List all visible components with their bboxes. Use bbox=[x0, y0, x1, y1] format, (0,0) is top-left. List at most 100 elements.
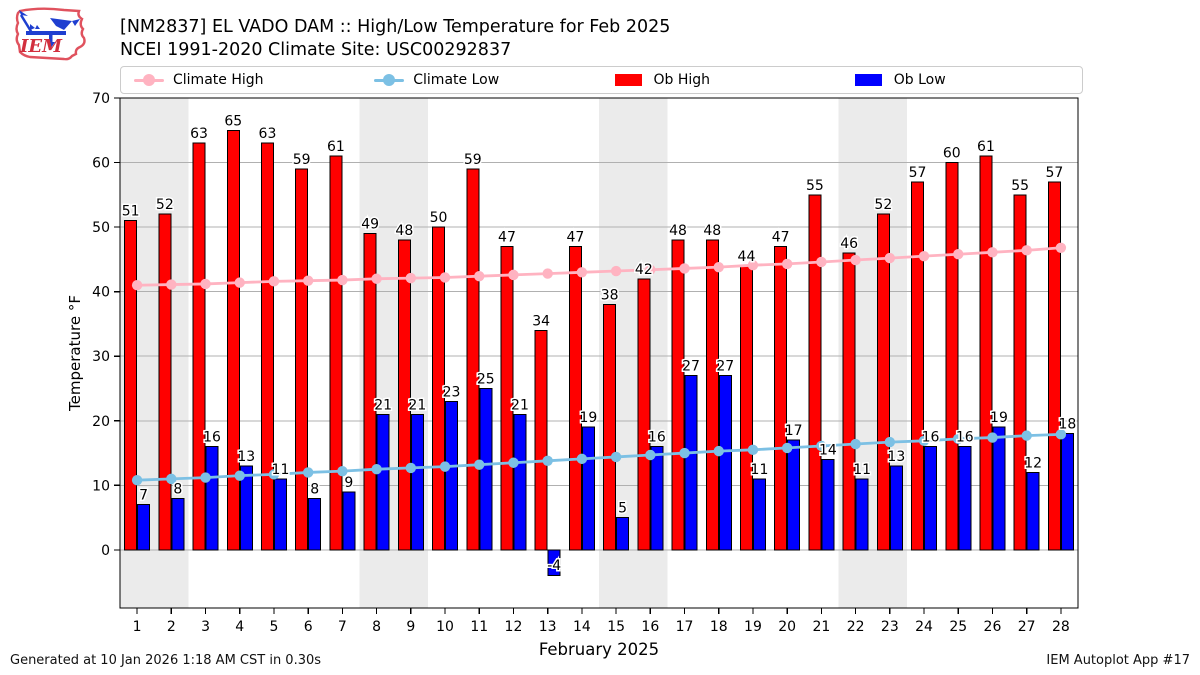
x-tick-label: 24 bbox=[915, 619, 933, 635]
ob-low-bar bbox=[410, 413, 424, 551]
climate-high-marker bbox=[474, 270, 485, 282]
ob-high-value-label: 51 bbox=[122, 204, 140, 220]
climate-high-marker bbox=[1021, 245, 1032, 256]
ob-low-value-label: 7 bbox=[139, 488, 148, 504]
climate-low-marker bbox=[850, 438, 861, 450]
y-tick-label: 30 bbox=[92, 349, 110, 365]
plot-frame bbox=[119, 97, 1079, 609]
ob-low-bar bbox=[342, 491, 356, 551]
legend-label: Ob High bbox=[653, 72, 711, 88]
climate-high-line-swatch-icon bbox=[134, 73, 164, 87]
ob-high-bar bbox=[637, 278, 651, 551]
ob-low-bar bbox=[889, 465, 903, 551]
climate-high-marker bbox=[302, 275, 314, 286]
ob-low-value-label: 19 bbox=[990, 410, 1008, 426]
ob-high-value-label: 48 bbox=[703, 223, 721, 239]
climate-high-marker bbox=[850, 254, 861, 266]
x-tick-label: 25 bbox=[949, 619, 967, 635]
ob-low-bar bbox=[205, 446, 219, 551]
climate-low-marker bbox=[302, 467, 314, 478]
ob-low-bar bbox=[239, 465, 253, 551]
ob-high-bar bbox=[876, 213, 890, 551]
legend-patch-icon bbox=[614, 74, 642, 86]
legend-label: Climate High bbox=[173, 72, 264, 88]
y-tick-label: 70 bbox=[92, 91, 110, 107]
ob-high-bar bbox=[808, 194, 822, 551]
climate-low-marker bbox=[268, 469, 280, 480]
climate-low-marker bbox=[337, 465, 348, 477]
climate-low-line bbox=[137, 432, 1061, 482]
y-axis-title: Temperature °F bbox=[66, 295, 84, 412]
ob-low-value-label: 8 bbox=[173, 481, 182, 497]
weather-vane-icon bbox=[19, 10, 80, 48]
legend-marker-icon bbox=[383, 74, 396, 86]
ob-low-bar bbox=[821, 459, 835, 551]
climate-low-marker bbox=[234, 470, 245, 481]
ob-high-value-label: 47 bbox=[566, 229, 584, 245]
ob-low-value-label: 11 bbox=[751, 462, 769, 478]
ob-high-value-label: 49 bbox=[361, 217, 379, 233]
ob-high-bar bbox=[911, 181, 925, 551]
ob-low-bar bbox=[137, 504, 151, 551]
y-tick-label: 60 bbox=[92, 156, 110, 172]
climate-high-marker bbox=[1055, 242, 1067, 253]
ob-high-bar bbox=[295, 168, 309, 551]
ob-low-bar bbox=[787, 439, 801, 551]
y-tick-label: 50 bbox=[92, 220, 110, 236]
ob-high-value-label: 61 bbox=[327, 139, 345, 155]
climate-high-marker bbox=[610, 265, 622, 277]
x-tick-label: 10 bbox=[436, 619, 454, 635]
ob-high-bar bbox=[568, 245, 582, 551]
x-tick-label: 19 bbox=[744, 619, 762, 635]
ob-low-value-label: 18 bbox=[1058, 417, 1076, 433]
climate-low-marker bbox=[508, 457, 519, 468]
ob-high-bar bbox=[534, 329, 548, 551]
climate-low-marker bbox=[474, 459, 485, 470]
climate-high-marker bbox=[166, 279, 177, 290]
ob-high-value-label: 47 bbox=[498, 229, 516, 245]
climate-high-marker bbox=[679, 263, 690, 274]
ob-high-value-label: 50 bbox=[430, 210, 448, 226]
climate-low-marker bbox=[1055, 429, 1067, 440]
climate-high-marker bbox=[542, 268, 553, 279]
climate-low-marker bbox=[576, 453, 588, 465]
x-tick-label: 14 bbox=[573, 619, 591, 635]
legend-label: Climate Low bbox=[413, 72, 500, 88]
ob-low-bar bbox=[684, 375, 698, 551]
ob-low-bar bbox=[445, 400, 459, 551]
climate-high-marker bbox=[234, 277, 245, 288]
x-tick-label: 4 bbox=[235, 619, 244, 635]
climate-high-marker bbox=[987, 247, 998, 258]
climate-low-marker bbox=[131, 474, 143, 486]
iem-logo: IEM bbox=[15, 7, 86, 61]
ob-high-value-label: 59 bbox=[464, 152, 482, 168]
ob-low-bar bbox=[171, 497, 185, 551]
legend-item-climate-low: Climate Low bbox=[361, 72, 601, 88]
ob-low-bar bbox=[581, 426, 595, 551]
ob-low-value-label: 8 bbox=[310, 481, 319, 497]
x-axis-title: February 2025 bbox=[539, 640, 659, 659]
climate-low-marker bbox=[645, 449, 656, 461]
legend-item-climate-high: Climate High bbox=[121, 72, 361, 88]
ob-high-patch-swatch-icon bbox=[614, 73, 645, 87]
chart-title: [NM2837] EL VADO DAM :: High/Low Tempera… bbox=[120, 17, 671, 37]
ob-high-bar bbox=[979, 155, 993, 551]
x-tick-label: 26 bbox=[984, 619, 1002, 635]
x-tick-label: 6 bbox=[304, 619, 313, 635]
x-tick-label: 9 bbox=[406, 619, 415, 635]
ob-low-patch-swatch-icon bbox=[854, 73, 885, 87]
climate-high-marker bbox=[337, 274, 348, 286]
x-tick-label: 5 bbox=[270, 619, 279, 635]
climate-high-marker bbox=[439, 272, 451, 283]
climate-low-marker bbox=[166, 473, 177, 485]
ob-low-value-label: 13 bbox=[237, 449, 255, 465]
x-tick-label: 2 bbox=[167, 619, 176, 635]
climate-high-line bbox=[137, 246, 1061, 287]
ob-high-value-label: 60 bbox=[943, 146, 961, 162]
ob-low-value-label: 11 bbox=[853, 462, 871, 478]
ob-high-value-label: 46 bbox=[840, 236, 858, 252]
climate-high-marker bbox=[371, 273, 382, 284]
ob-high-value-label: 61 bbox=[977, 139, 995, 155]
chart-title-block: [NM2837] EL VADO DAM :: High/Low Tempera… bbox=[120, 16, 670, 62]
